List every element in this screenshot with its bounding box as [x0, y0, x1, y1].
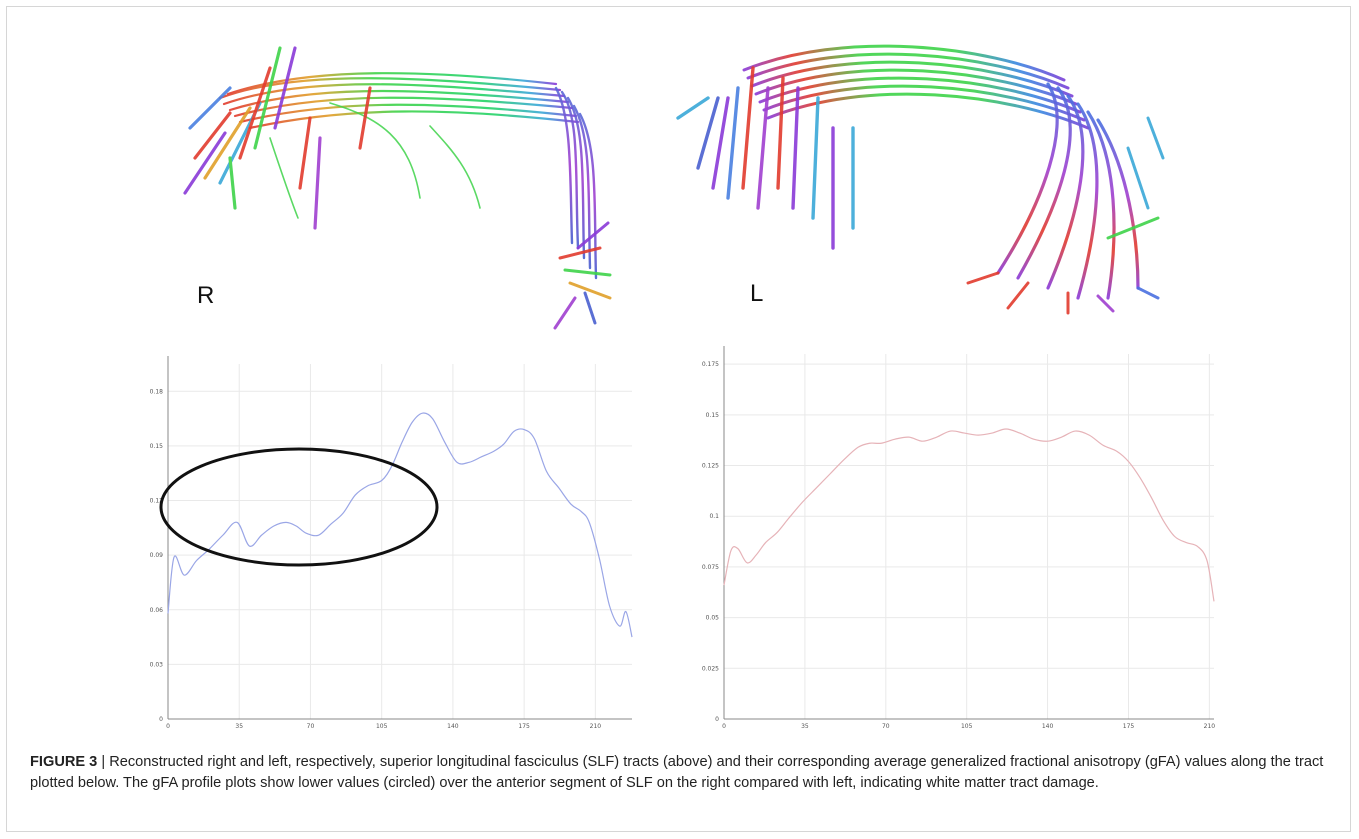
y-tick-label-6: 0.18	[150, 388, 164, 395]
right-slf-tractography-image	[183, 46, 612, 330]
left-hemisphere-label: L	[750, 280, 764, 307]
caption-label: FIGURE 3	[30, 754, 98, 770]
x-tick-label-3: 105	[961, 723, 973, 730]
y-tick-label-7: 0.175	[702, 361, 719, 368]
y-tick-label-4: 0.1	[709, 513, 719, 520]
x-tick-label-3: 105	[376, 723, 388, 730]
left-gfa-profile-chart: 0 35 70 105 140 175 210 0 0.025 0.05 0.075 0.1 0.125…	[702, 346, 1216, 730]
y-tick-label-1: 0.03	[150, 661, 164, 668]
y-tick-label-5: 0.125	[702, 463, 719, 470]
x-tick-label-6: 210	[1204, 723, 1216, 730]
figure-frame	[6, 6, 1351, 832]
x-tick-label-1: 35	[801, 723, 809, 730]
figure-caption: FIGURE 3 | Reconstructed right and left,…	[30, 752, 1330, 794]
y-tick-label-0: 0	[159, 716, 163, 723]
x-tick-label-0: 0	[166, 723, 170, 730]
right-hemisphere-label: R	[197, 282, 215, 309]
x-tick-label-4: 140	[447, 723, 459, 730]
x-tick-label-0: 0	[722, 723, 726, 730]
x-tick-label-2: 70	[307, 723, 315, 730]
series-line-0	[723, 428, 1215, 602]
y-tick-label-1: 0.025	[702, 665, 719, 672]
y-tick-label-6: 0.15	[706, 412, 720, 419]
y-tick-label-4: 0.12	[150, 498, 164, 505]
y-tick-label-2: 0.06	[150, 607, 164, 614]
y-tick-label-0: 0	[715, 716, 719, 723]
y-tick-label-2: 0.05	[706, 615, 720, 622]
y-tick-label-5: 0.15	[150, 443, 164, 450]
caption-separator: |	[97, 754, 110, 770]
series-line-0	[167, 412, 633, 638]
caption-text: Reconstructed right and left, respective…	[30, 754, 1324, 791]
x-tick-label-5: 175	[1123, 723, 1135, 730]
y-tick-label-3: 0.09	[150, 552, 164, 559]
x-tick-label-4: 140	[1042, 723, 1054, 730]
right-gfa-profile-chart: 0 35 70 105 140 175 210 0 0.03 0.06 0.09 0.12 0.15 0.…	[150, 356, 633, 730]
x-tick-label-5: 175	[518, 723, 530, 730]
left-slf-tractography-image	[676, 44, 1165, 315]
y-tick-label-3: 0.075	[702, 564, 719, 571]
x-tick-label-2: 70	[882, 723, 890, 730]
x-tick-label-6: 210	[590, 723, 602, 730]
x-tick-label-1: 35	[235, 723, 243, 730]
circled-region-ellipse	[159, 447, 439, 567]
